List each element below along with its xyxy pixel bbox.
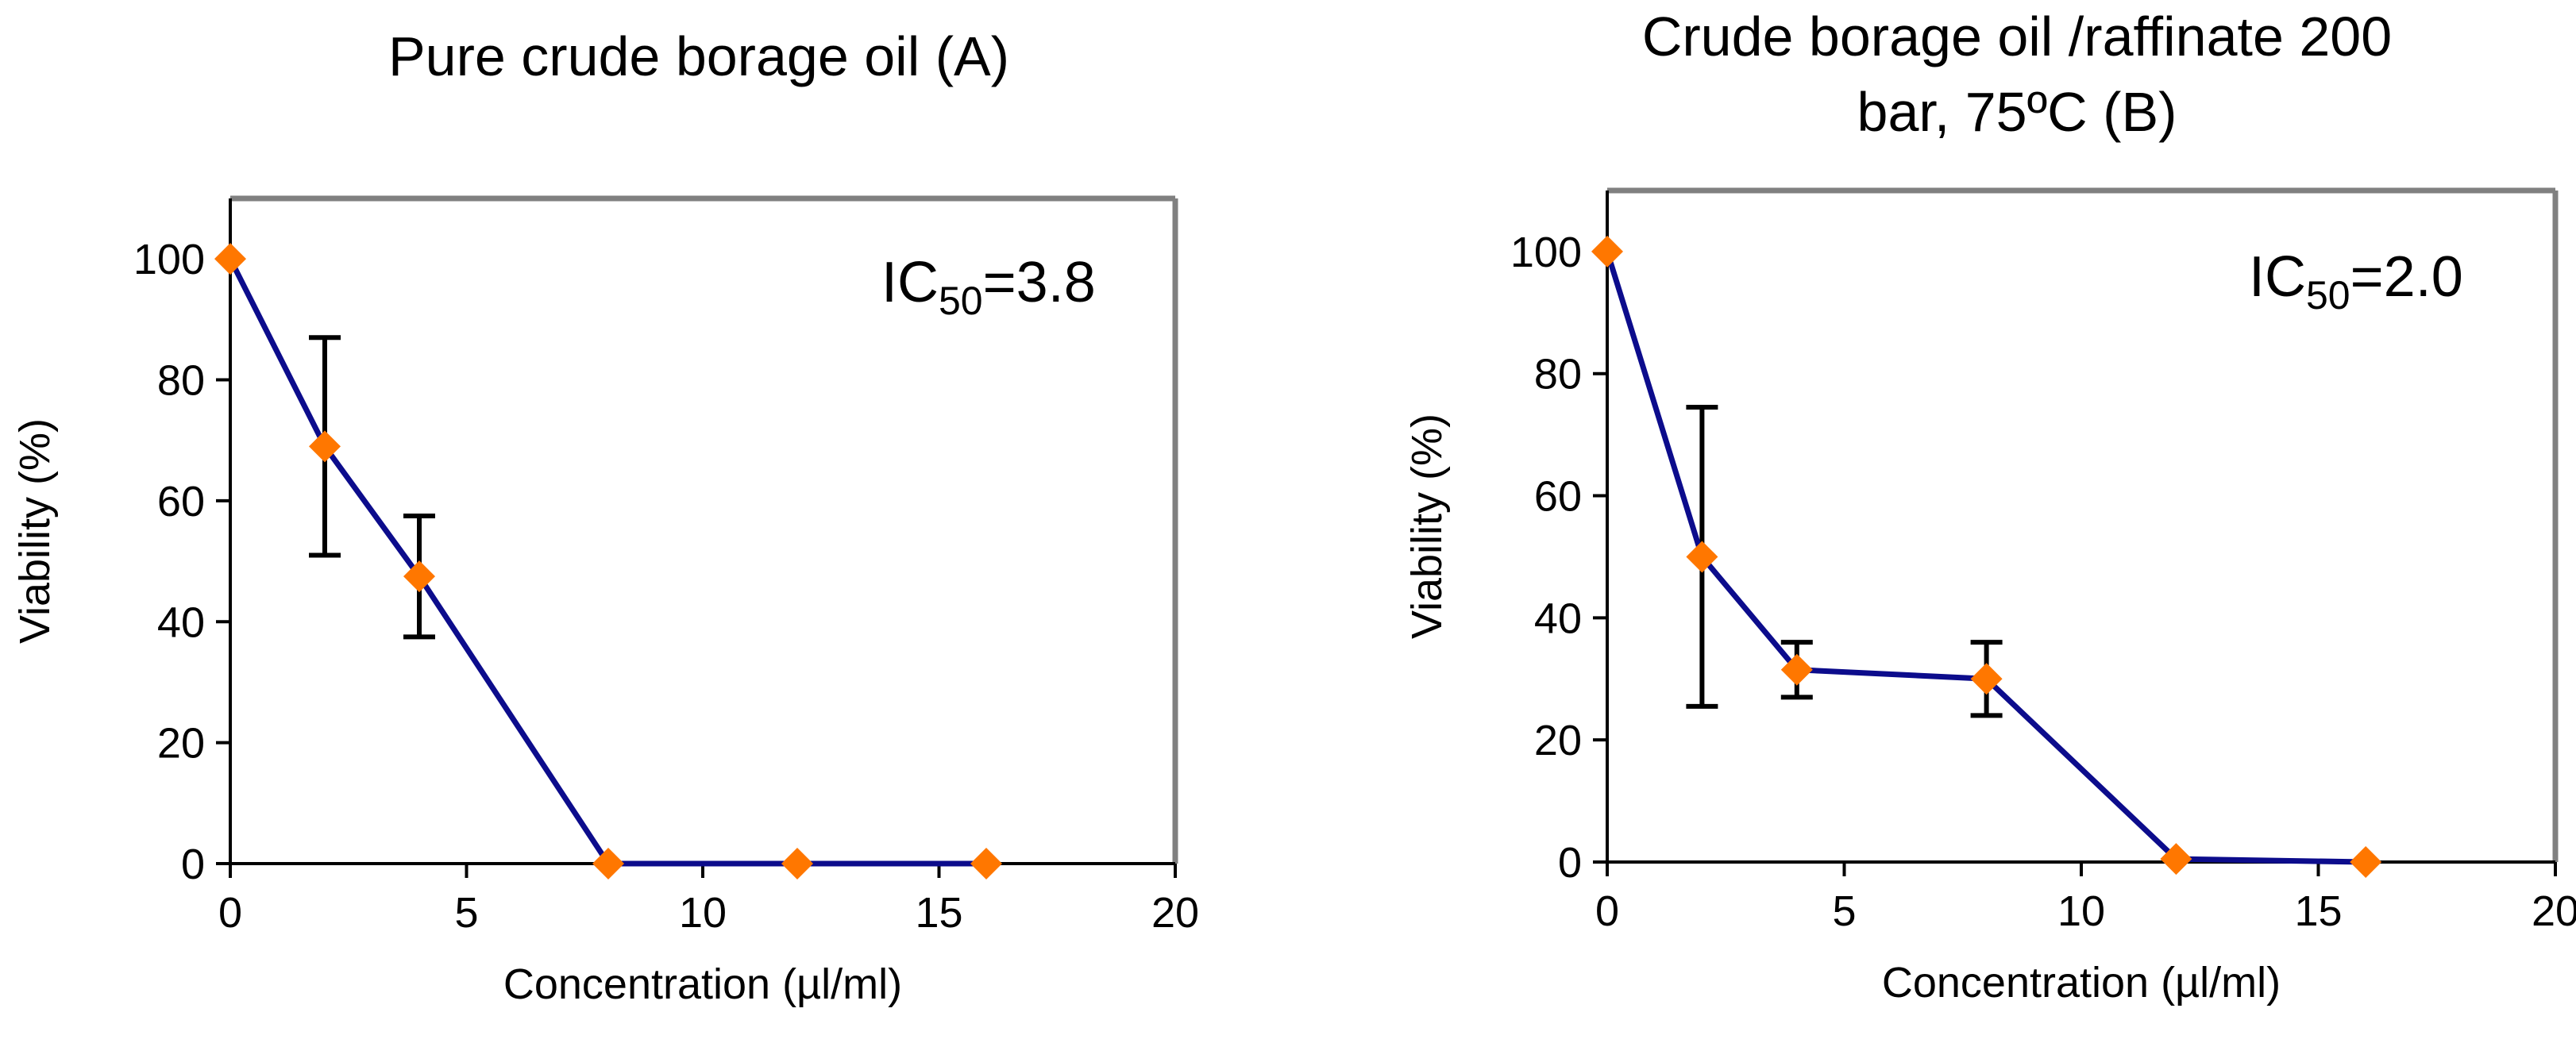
x-tick-label: 5 (454, 889, 478, 937)
y-tick-label: 40 (157, 598, 205, 646)
data-point-marker (1591, 235, 1623, 267)
data-point-marker (309, 430, 341, 463)
data-point-marker (781, 848, 813, 879)
data-point-marker (403, 560, 435, 593)
y-tick-label: 60 (1534, 473, 1582, 521)
data-point-marker (1970, 663, 2003, 695)
data-point-marker (214, 243, 246, 275)
ic50-annotation: IC50=3.8 (881, 251, 1096, 323)
y-tick-label: 40 (1534, 595, 1582, 642)
x-tick-label: 15 (915, 889, 962, 937)
ic50-prefix: IC (881, 251, 939, 314)
x-tick-label: 20 (2532, 887, 2576, 935)
x-tick-label: 0 (1595, 887, 1619, 935)
ic50-subscript: 50 (2306, 273, 2350, 318)
x-tick-label: 15 (2294, 887, 2342, 935)
x-tick-label: 10 (679, 889, 727, 937)
y-tick-label: 20 (157, 720, 205, 768)
y-tick-label: 100 (133, 236, 205, 283)
x-axis-label: Concentration (µl/ml) (503, 960, 902, 1008)
y-tick-label: 100 (1510, 229, 1582, 276)
series-line (1604, 250, 2366, 865)
x-tick-label: 5 (1832, 887, 1856, 935)
y-tick-label: 20 (1534, 717, 1582, 764)
x-tick-label: 10 (2057, 887, 2105, 935)
y-axis-label: Viability (%) (1403, 414, 1451, 639)
ic50-prefix: IC (2249, 245, 2306, 309)
ic50-annotation: IC50=2.0 (2249, 245, 2463, 318)
chart-title-line: Crude borage oil /raffinate 200 (1642, 6, 2392, 67)
chart-title-line: Pure crude borage oil (A) (388, 25, 1009, 87)
chart-title-line: bar, 75ºC (B) (1857, 81, 2177, 143)
data-point-marker (1780, 653, 1813, 686)
chart-panel-a: Pure crude borage oil (A) 0 20 40 60 80 100 0 5 1… (11, 25, 1199, 1008)
chart-panel-b: Crude borage oil /raffinate 200 bar, 75ºC… (1403, 6, 2576, 1006)
ic50-value: =2.0 (2350, 245, 2463, 309)
x-tick-label: 0 (218, 889, 242, 937)
ic50-value: =3.8 (983, 251, 1096, 314)
y-tick-label: 80 (157, 357, 205, 405)
x-axis-label: Concentration (µl/ml) (1882, 959, 2281, 1006)
data-point-marker (592, 848, 624, 879)
y-axis-label: Viability (%) (11, 418, 59, 644)
ic50-subscript: 50 (939, 279, 983, 323)
data-point-marker (970, 848, 1002, 879)
y-tick-label: 0 (181, 841, 205, 888)
y-tick-label: 80 (1534, 351, 1582, 398)
data-point-marker (1686, 541, 1718, 573)
y-tick-label: 0 (1558, 839, 1582, 887)
series-line (227, 257, 986, 867)
data-point-marker (2350, 846, 2382, 878)
x-tick-label: 20 (1151, 889, 1199, 937)
data-point-marker (2160, 843, 2192, 876)
y-tick-label: 60 (157, 478, 205, 525)
